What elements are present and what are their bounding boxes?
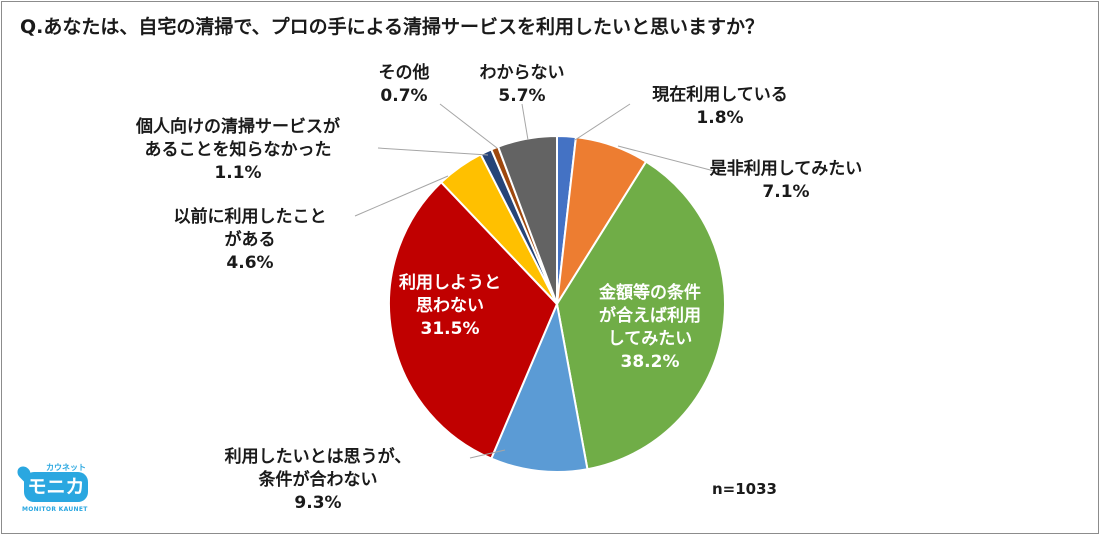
chart-title: Q.あなたは、自宅の清掃で、プロの手による清掃サービスを利用したいと思いますか？ (20, 16, 765, 38)
slice-label-5: 以前に利用したことがある 4.6% (174, 206, 327, 273)
leader-line-8 (521, 103, 529, 141)
monika-logo: カウネット モニカ MONITOR KAUNET (14, 462, 96, 522)
slice-label-2: 金額等の条件が合えば利用してみたい 38.2% (598, 282, 701, 372)
logo-bottom-text: MONITOR KAUNET (22, 506, 88, 513)
leader-line-7 (439, 103, 498, 149)
leader-line-1 (617, 145, 719, 173)
pie-slice-3 (489, 300, 589, 473)
pie-slice-8 (496, 134, 558, 305)
slice-label-3: 利用したいとは思うが、条件が合わない 9.3% (225, 446, 412, 513)
slice-label-1: 是非利用してみたい 7.1% (710, 158, 863, 202)
slice-label-8: わからない 5.7% (480, 63, 565, 106)
slice-label-0: 現在利用している 1.8% (652, 84, 788, 128)
slice-label-7: その他 0.7% (379, 62, 430, 106)
pie-slice-4 (388, 180, 559, 460)
leader-line-5 (354, 175, 449, 217)
sample-size-label: n=1033 (712, 480, 777, 498)
leader-line-3 (469, 449, 506, 459)
leader-line-0 (574, 103, 631, 141)
leader-line-6 (377, 147, 489, 156)
logo-main-text: モニカ (24, 472, 88, 502)
slice-label-4: 利用しようと思わない 31.5% (399, 272, 501, 339)
slice-label-6: 個人向けの清掃サービスがあることを知らなかった 1.1% (135, 116, 340, 183)
pie-slice-2 (555, 160, 727, 471)
logo-subtitle: カウネット (46, 463, 86, 472)
